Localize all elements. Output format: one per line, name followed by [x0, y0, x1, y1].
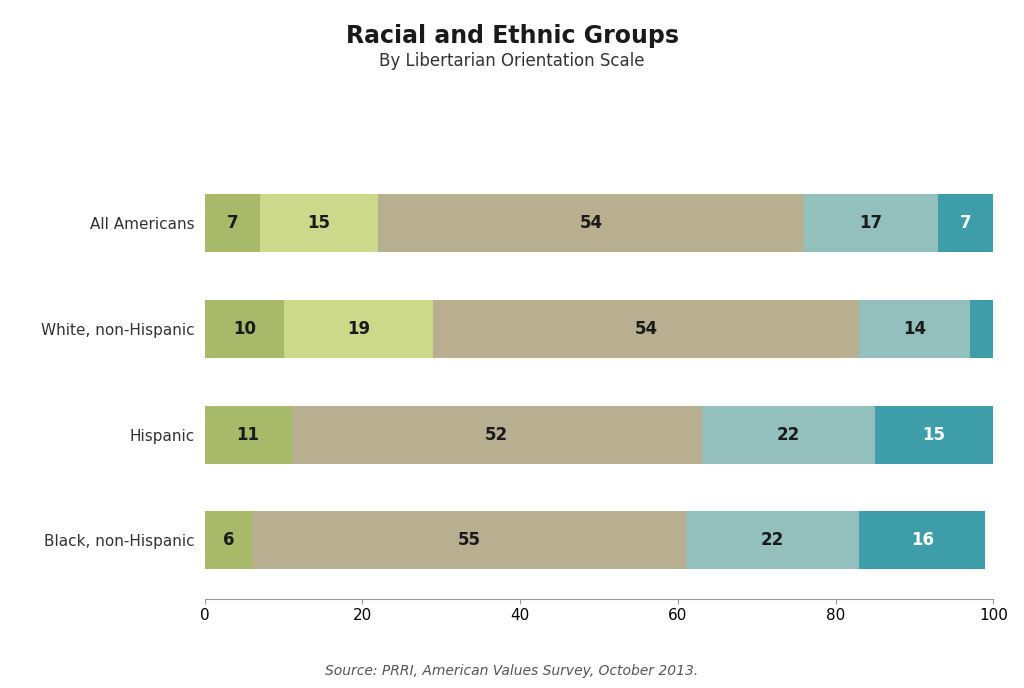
Text: 11: 11 — [237, 426, 260, 444]
Bar — [205, 406, 292, 464]
Text: 54: 54 — [635, 320, 657, 338]
Bar — [938, 194, 993, 252]
Bar — [378, 194, 804, 252]
Bar — [205, 511, 252, 570]
Text: By Libertarian Orientation Scale: By Libertarian Orientation Scale — [379, 52, 645, 69]
Text: 52: 52 — [485, 426, 508, 444]
Text: 7: 7 — [959, 214, 972, 233]
Text: 15: 15 — [307, 214, 331, 233]
Bar — [804, 194, 938, 252]
Text: 22: 22 — [776, 426, 800, 444]
Text: 17: 17 — [859, 214, 883, 233]
Text: 14: 14 — [903, 320, 926, 338]
Text: 19: 19 — [347, 320, 370, 338]
Bar — [252, 511, 686, 570]
Bar — [205, 300, 284, 358]
Text: Racial and Ethnic Groups: Racial and Ethnic Groups — [345, 24, 679, 48]
Text: 10: 10 — [232, 320, 256, 338]
Text: 22: 22 — [761, 531, 784, 550]
Bar — [874, 406, 993, 464]
Bar — [970, 300, 1001, 358]
Bar — [686, 511, 859, 570]
Text: 7: 7 — [226, 214, 239, 233]
Bar — [433, 300, 859, 358]
Text: 55: 55 — [458, 531, 480, 550]
Bar — [859, 300, 970, 358]
Text: 6: 6 — [222, 531, 234, 550]
Text: 16: 16 — [910, 531, 934, 550]
Text: Source: PRRI, American Values Survey, October 2013.: Source: PRRI, American Values Survey, Oc… — [326, 664, 698, 678]
Bar — [205, 194, 260, 252]
Bar — [284, 300, 433, 358]
Text: 15: 15 — [923, 426, 945, 444]
Bar — [701, 406, 874, 464]
Bar — [292, 406, 701, 464]
Bar — [260, 194, 378, 252]
Text: 54: 54 — [580, 214, 603, 233]
Bar — [859, 511, 985, 570]
